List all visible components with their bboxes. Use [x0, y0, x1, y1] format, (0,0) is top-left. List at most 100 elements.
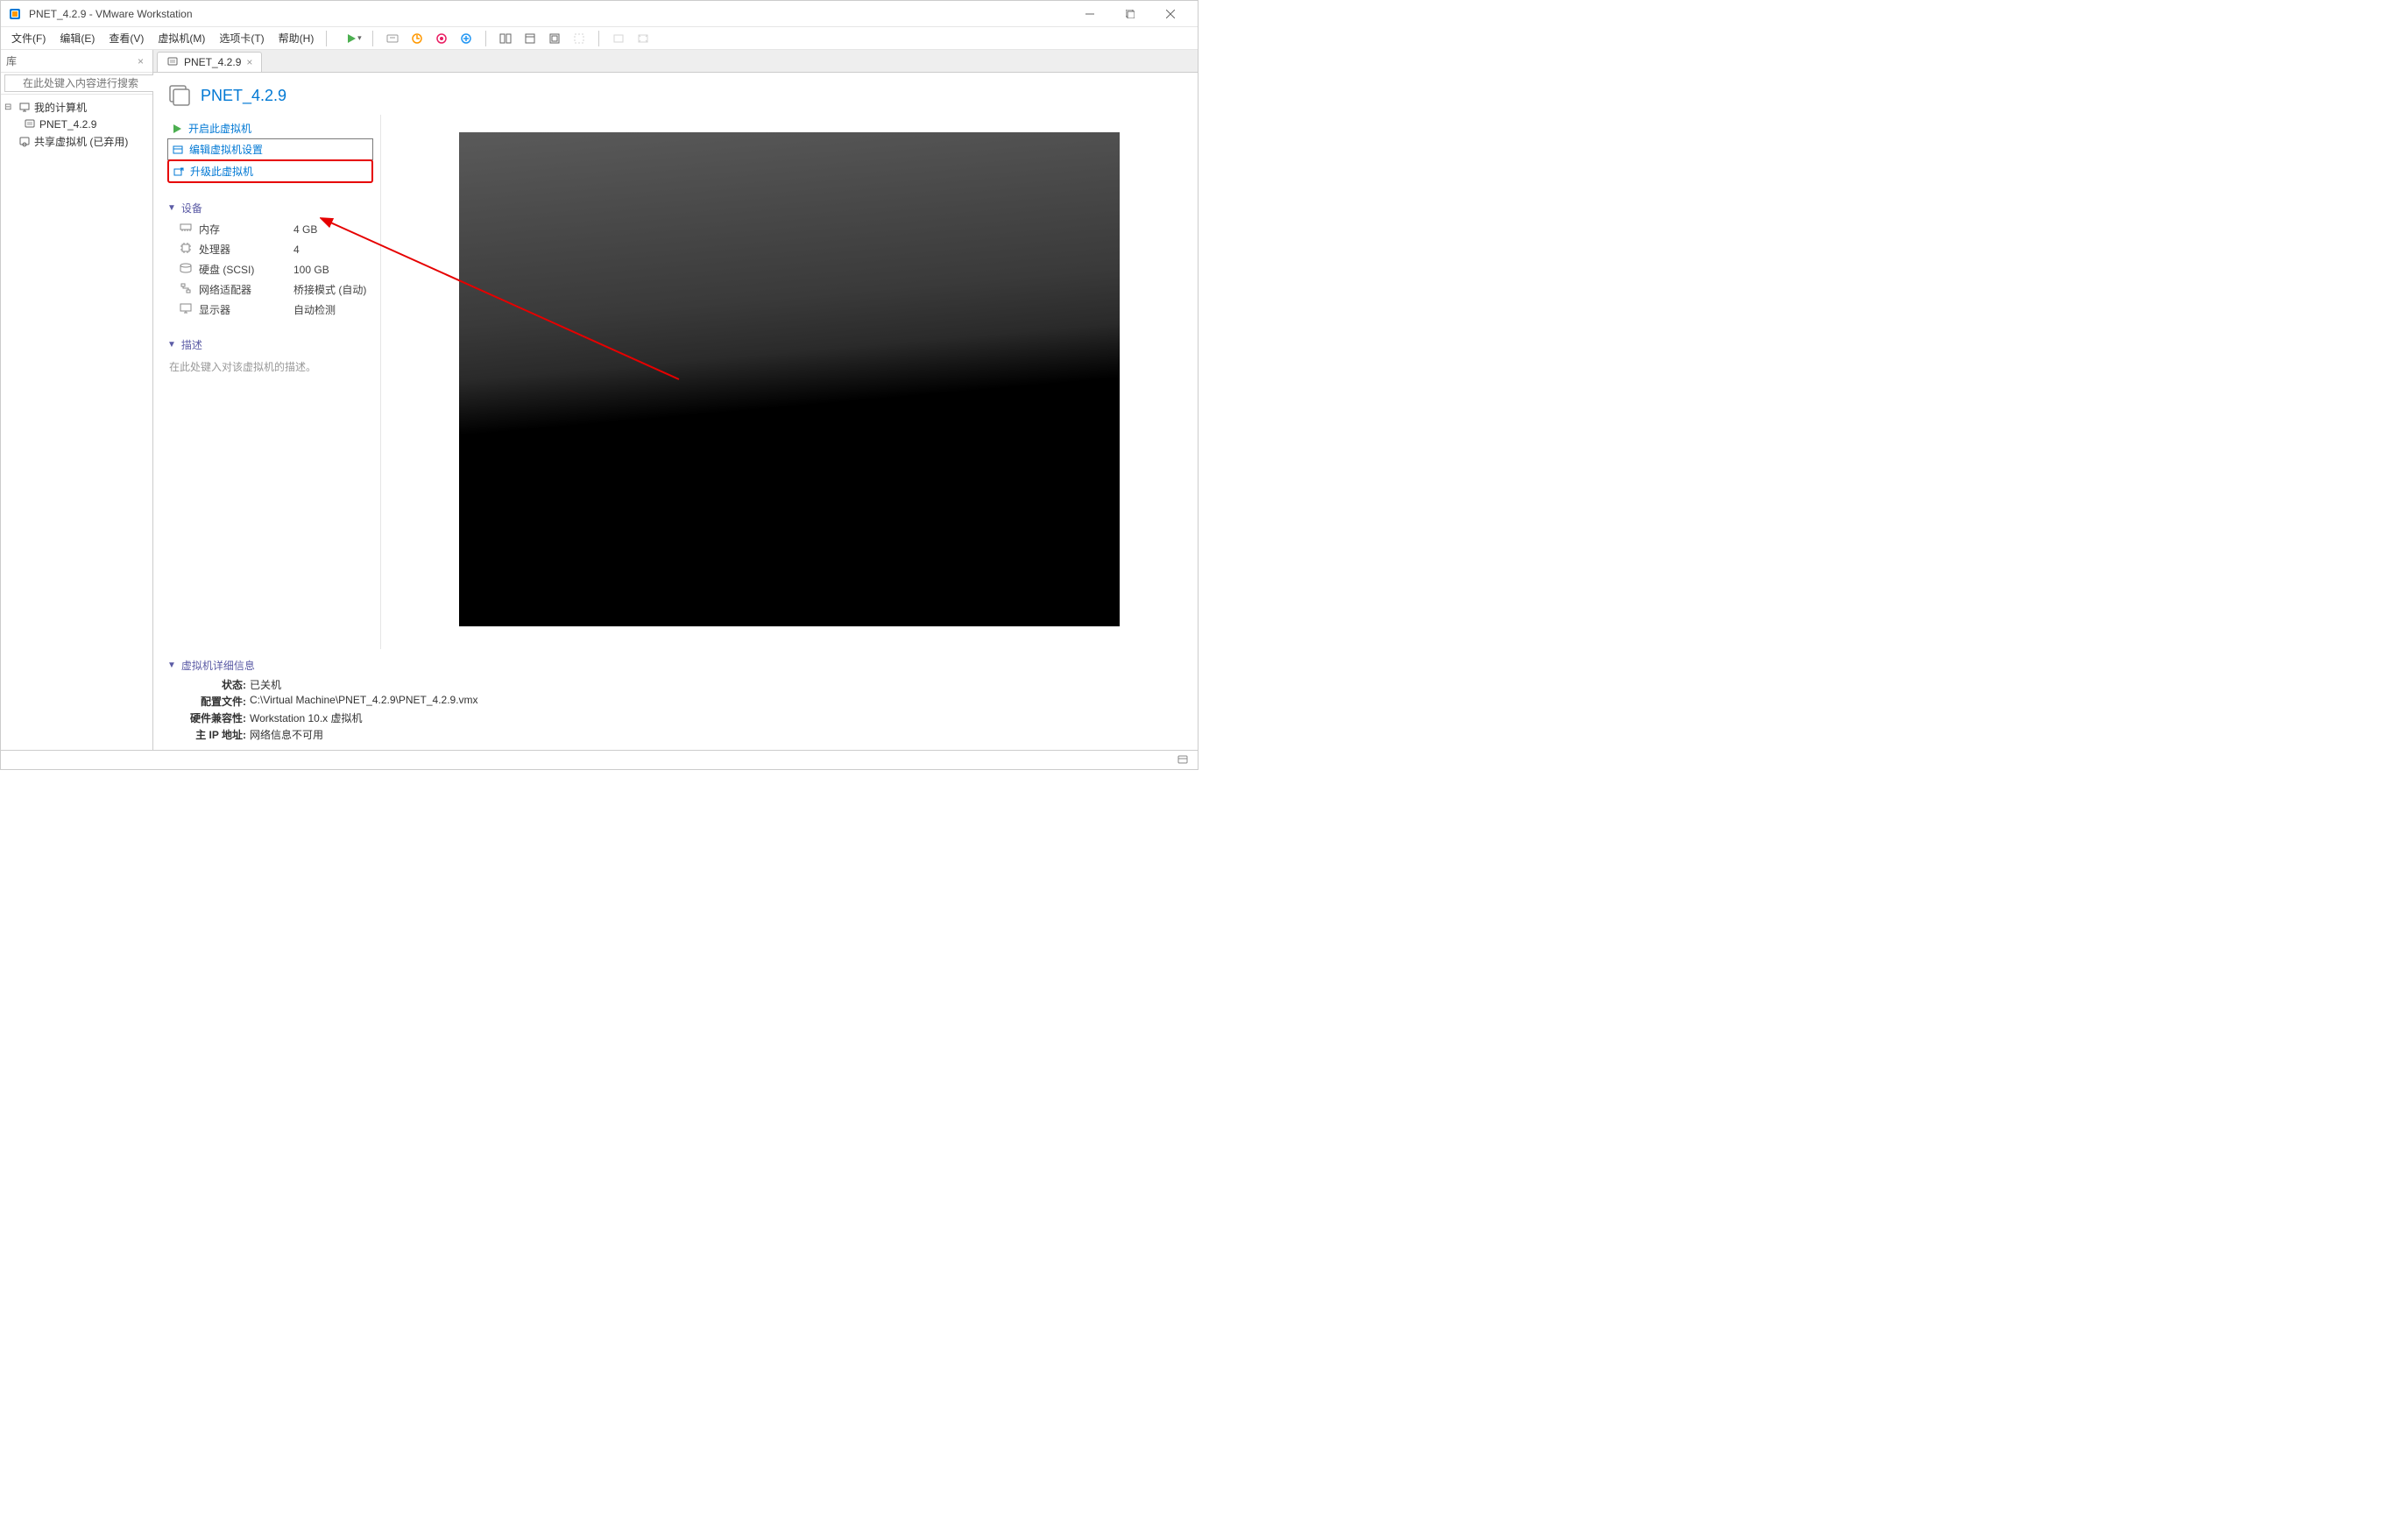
statusbar [1, 750, 1198, 769]
toolbar-separator [485, 31, 486, 46]
detail-value: 网络信息不可用 [250, 727, 323, 742]
window-controls [1070, 1, 1191, 27]
vm-header-icon [167, 83, 192, 108]
sidebar-header: 库 × [1, 50, 152, 73]
action-label: 升级此虚拟机 [190, 164, 253, 179]
toolbar-separator [598, 31, 599, 46]
unity-icon[interactable] [569, 28, 590, 49]
device-memory[interactable]: 内存 4 GB [167, 219, 373, 239]
app-icon [8, 7, 22, 21]
section-label: 描述 [181, 337, 202, 352]
maximize-button[interactable] [1110, 1, 1150, 27]
tree-root-mycomputer[interactable]: ⊟ 我的计算机 [1, 98, 152, 117]
disk-icon [180, 263, 192, 276]
tree-item-label: 共享虚拟机 (已弃用) [34, 134, 128, 149]
detail-value: 已关机 [250, 677, 281, 692]
snapshot-manage-icon[interactable] [431, 28, 452, 49]
device-display[interactable]: 显示器 自动检测 [167, 300, 373, 320]
fit-icon[interactable] [633, 28, 654, 49]
menu-vm[interactable]: 虚拟机(M) [151, 27, 212, 49]
sidebar-close-icon[interactable]: × [134, 55, 147, 67]
view-console-icon[interactable] [495, 28, 516, 49]
device-label: 硬盘 (SCSI) [199, 262, 286, 277]
action-edit-settings[interactable]: 编辑虚拟机设置 [167, 138, 373, 160]
stretch-icon[interactable] [608, 28, 629, 49]
device-disk[interactable]: 硬盘 (SCSI) 100 GB [167, 259, 373, 279]
search-input[interactable] [4, 74, 163, 92]
description-placeholder[interactable]: 在此处键入对该虚拟机的描述。 [167, 356, 373, 378]
detail-label: 主 IP 地址: [180, 727, 250, 742]
minimize-button[interactable] [1070, 1, 1110, 27]
body: 库 × ▾ ⊟ 我的计算机 PNET_4.2.9 [1, 50, 1198, 750]
menu-help[interactable]: 帮助(H) [272, 27, 322, 49]
vm-body: 开启此虚拟机 编辑虚拟机设置 升级此虚拟机 [153, 115, 1198, 649]
main: PNET_4.2.9 × PNET_4.2.9 开启此虚拟机 [153, 50, 1198, 750]
action-power-on[interactable]: 开启此虚拟机 [167, 118, 373, 138]
cpu-icon [180, 242, 192, 257]
tab-close-icon[interactable]: × [246, 56, 252, 68]
menu-edit[interactable]: 编辑(E) [53, 27, 102, 49]
close-button[interactable] [1150, 1, 1191, 27]
titlebar: PNET_4.2.9 - VMware Workstation [1, 1, 1198, 27]
tree-root-label: 我的计算机 [34, 100, 87, 115]
tabbar: PNET_4.2.9 × [153, 50, 1198, 73]
details-section-header[interactable]: ▼ 虚拟机详细信息 [167, 654, 1184, 676]
tree-item-shared[interactable]: 共享虚拟机 (已弃用) [1, 132, 152, 151]
search-wrap [4, 74, 163, 92]
menu-view[interactable]: 查看(V) [102, 27, 151, 49]
toolbar-separator [372, 31, 373, 46]
search-row: ▾ [1, 73, 152, 95]
detail-value: Workstation 10.x 虚拟机 [250, 710, 363, 725]
view-single-icon[interactable] [520, 28, 541, 49]
library-tree: ⊟ 我的计算机 PNET_4.2.9 共享虚拟机 (已弃用) [1, 95, 152, 154]
menubar: 文件(F) 编辑(E) 查看(V) 虚拟机(M) 选项卡(T) 帮助(H) ▾ [1, 27, 1198, 50]
detail-compat: 硬件兼容性: Workstation 10.x 虚拟机 [180, 710, 1184, 726]
device-cpu[interactable]: 处理器 4 [167, 239, 373, 259]
tree-collapse-icon[interactable]: ⊟ [4, 102, 15, 112]
device-value: 4 GB [293, 223, 317, 236]
device-label: 处理器 [199, 242, 286, 257]
content: PNET_4.2.9 开启此虚拟机 编辑虚拟机设置 [153, 73, 1198, 750]
details-body: 状态: 已关机 配置文件: C:\Virtual Machine\PNET_4.… [167, 676, 1184, 743]
snapshot-icon[interactable] [407, 28, 428, 49]
vm-details: ▼ 虚拟机详细信息 状态: 已关机 配置文件: C:\Virtual Machi… [153, 649, 1198, 750]
toolbar: ▾ [343, 28, 654, 49]
tab-pnet[interactable]: PNET_4.2.9 × [157, 52, 262, 72]
action-upgrade-vm[interactable]: 升级此虚拟机 [167, 159, 373, 183]
detail-label: 状态: [180, 677, 250, 692]
fullscreen-icon[interactable] [544, 28, 565, 49]
description-section-header[interactable]: ▼ 描述 [167, 334, 373, 356]
device-network[interactable]: 网络适配器 桥接模式 (自动) [167, 279, 373, 300]
tree-item-pnet[interactable]: PNET_4.2.9 [1, 117, 152, 132]
device-value: 100 GB [293, 264, 329, 276]
detail-state: 状态: 已关机 [180, 676, 1184, 693]
section-label: 虚拟机详细信息 [181, 658, 255, 673]
device-label: 网络适配器 [199, 282, 286, 297]
detail-ip: 主 IP 地址: 网络信息不可用 [180, 726, 1184, 743]
device-value: 自动检测 [293, 302, 336, 317]
menu-tabs[interactable]: 选项卡(T) [212, 27, 271, 49]
menu-file[interactable]: 文件(F) [4, 27, 53, 49]
detail-config: 配置文件: C:\Virtual Machine\PNET_4.2.9\PNET… [180, 693, 1184, 710]
vm-right-panel [381, 115, 1198, 649]
snapshot-revert-icon[interactable] [456, 28, 477, 49]
section-label: 设备 [181, 201, 202, 215]
display-icon [180, 303, 192, 316]
devices-section-header[interactable]: ▼ 设备 [167, 197, 373, 219]
play-button[interactable]: ▾ [343, 28, 364, 49]
app-window: PNET_4.2.9 - VMware Workstation 文件(F) 编辑… [0, 0, 1198, 770]
device-label: 内存 [199, 222, 286, 237]
send-ctrl-alt-del-icon[interactable] [382, 28, 403, 49]
shared-vm-icon [18, 136, 31, 148]
vm-tab-icon [166, 56, 179, 68]
notification-icon[interactable] [1177, 753, 1191, 767]
device-value: 4 [293, 244, 300, 256]
action-label: 开启此虚拟机 [188, 121, 251, 136]
detail-value: C:\Virtual Machine\PNET_4.2.9\PNET_4.2.9… [250, 694, 478, 709]
vm-screen-gradient [459, 132, 1120, 626]
vm-screen-preview [459, 132, 1120, 626]
detail-label: 硬件兼容性: [180, 710, 250, 725]
vm-actions: 开启此虚拟机 编辑虚拟机设置 升级此虚拟机 [167, 118, 373, 183]
titlebar-title: PNET_4.2.9 - VMware Workstation [29, 8, 1070, 20]
vm-title: PNET_4.2.9 [201, 87, 286, 105]
